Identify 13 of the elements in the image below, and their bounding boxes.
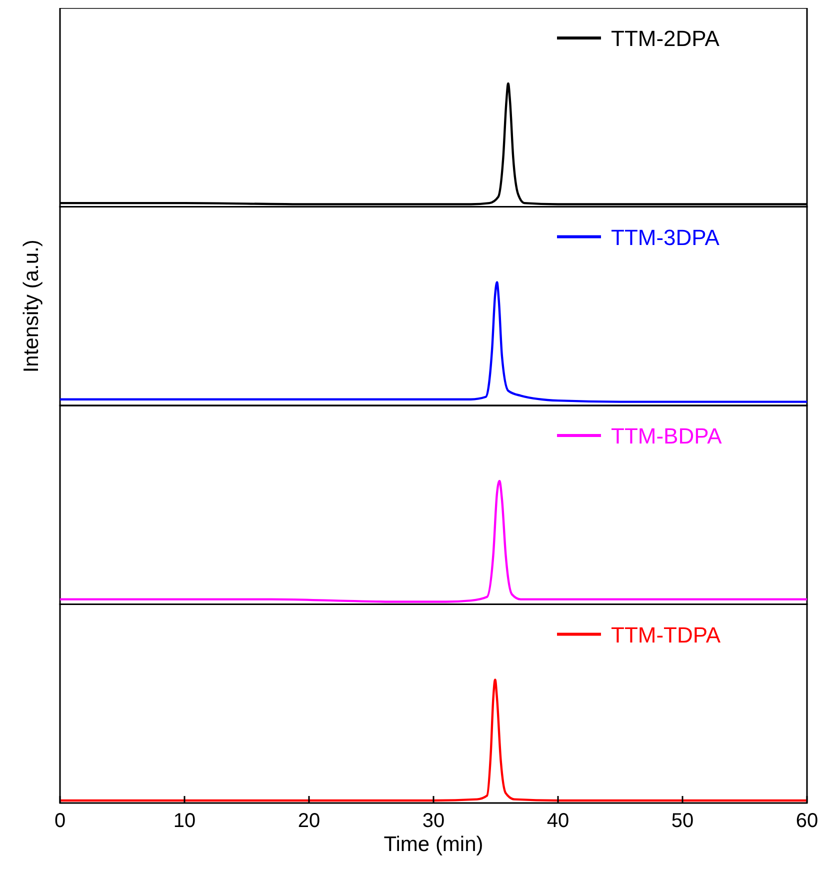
legend-label: TTM-2DPA bbox=[611, 26, 720, 51]
legend-label: TTM-TDPA bbox=[611, 622, 721, 648]
y-axis-title: Intensity (a.u.) bbox=[20, 240, 43, 373]
legend-label: TTM-BDPA bbox=[611, 424, 722, 448]
x-tick-label: 50 bbox=[671, 810, 694, 832]
x-tick-label: 40 bbox=[546, 810, 570, 832]
x-tick-label: 0 bbox=[54, 810, 66, 832]
x-tick-label: 10 bbox=[173, 810, 196, 832]
x-axis-title: Time (min) bbox=[384, 833, 484, 856]
x-tick-label: 30 bbox=[422, 810, 445, 832]
x-tick-label: 60 bbox=[796, 810, 818, 832]
legend-label: TTM-3DPA bbox=[611, 224, 720, 250]
x-tick-label: 20 bbox=[298, 810, 320, 832]
